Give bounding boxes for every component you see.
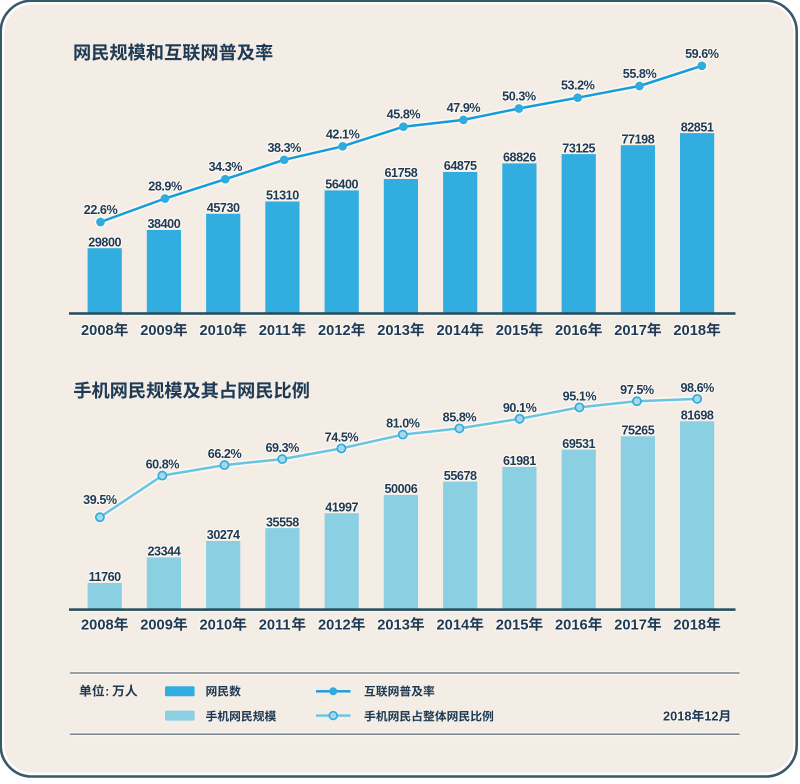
svg-text:95.1%: 95.1% (563, 389, 597, 403)
svg-text:55678: 55678 (444, 469, 477, 483)
svg-text:60.8%: 60.8% (146, 458, 180, 472)
svg-text:2018: 2018 (673, 618, 706, 634)
svg-text:2011: 2011 (259, 618, 291, 634)
svg-text:64875: 64875 (444, 159, 477, 173)
svg-text:23344: 23344 (148, 545, 181, 559)
svg-text:74.5%: 74.5% (325, 430, 359, 444)
svg-text:2014: 2014 (437, 618, 471, 634)
svg-text:2017: 2017 (614, 618, 647, 634)
svg-text:75265: 75265 (622, 424, 655, 438)
svg-text:77198: 77198 (622, 132, 655, 146)
svg-text:12: 12 (704, 709, 718, 724)
svg-text:51310: 51310 (266, 189, 299, 203)
svg-text:2013: 2013 (377, 618, 410, 634)
svg-text:35558: 35558 (266, 515, 299, 529)
svg-text:45730: 45730 (207, 201, 240, 215)
svg-text:2018: 2018 (663, 709, 691, 724)
svg-text:50006: 50006 (385, 482, 418, 496)
svg-text:50.3%: 50.3% (502, 90, 536, 104)
svg-text:47.9%: 47.9% (447, 101, 481, 115)
svg-text:42.1%: 42.1% (326, 127, 360, 141)
svg-text:22.6%: 22.6% (84, 203, 118, 217)
svg-text:2015: 2015 (496, 323, 529, 339)
svg-text:56400: 56400 (325, 178, 358, 192)
svg-text:2008: 2008 (81, 323, 114, 339)
svg-text:2017: 2017 (614, 323, 647, 339)
svg-text:2011: 2011 (259, 323, 291, 339)
svg-text:81.0%: 81.0% (386, 417, 420, 431)
svg-text:39.5%: 39.5% (83, 493, 117, 507)
svg-text:59.6%: 59.6% (685, 47, 719, 61)
svg-text:2008: 2008 (81, 618, 114, 634)
svg-text:34.3%: 34.3% (209, 160, 243, 174)
svg-text:2015: 2015 (496, 618, 529, 634)
svg-text:61758: 61758 (385, 166, 418, 180)
svg-text:45.8%: 45.8% (387, 108, 421, 122)
svg-text:2013: 2013 (377, 323, 410, 339)
svg-text:30274: 30274 (207, 528, 240, 542)
svg-text:2018: 2018 (673, 323, 706, 339)
svg-text:38400: 38400 (148, 217, 181, 231)
svg-text:2010: 2010 (200, 618, 233, 634)
svg-text:2016: 2016 (555, 323, 588, 339)
svg-text:85.8%: 85.8% (443, 410, 477, 424)
svg-text:55.8%: 55.8% (623, 67, 657, 81)
svg-text:90.1%: 90.1% (503, 401, 537, 415)
svg-text:66.2%: 66.2% (208, 447, 242, 461)
svg-text:28.9%: 28.9% (148, 180, 182, 194)
svg-text:2009: 2009 (140, 323, 173, 339)
svg-text:2012: 2012 (318, 618, 351, 634)
svg-text::: : (105, 684, 109, 699)
svg-text:2014: 2014 (437, 323, 471, 339)
svg-text:2016: 2016 (555, 618, 588, 634)
svg-text:2009: 2009 (140, 618, 173, 634)
svg-text:41997: 41997 (325, 500, 358, 514)
svg-text:68826: 68826 (503, 151, 536, 165)
svg-text:38.3%: 38.3% (267, 141, 301, 155)
svg-text:61981: 61981 (503, 454, 536, 468)
svg-text:97.5%: 97.5% (620, 383, 654, 397)
svg-text:82851: 82851 (681, 120, 714, 134)
svg-text:53.2%: 53.2% (561, 79, 595, 93)
svg-text:11760: 11760 (89, 570, 122, 584)
svg-text:29800: 29800 (88, 235, 121, 249)
svg-text:69531: 69531 (562, 437, 595, 451)
svg-text:73125: 73125 (562, 141, 595, 155)
svg-text:69.3%: 69.3% (265, 441, 299, 455)
svg-text:2010: 2010 (200, 323, 233, 339)
svg-text:98.6%: 98.6% (680, 381, 714, 395)
svg-text:81698: 81698 (681, 409, 714, 423)
svg-text:2012: 2012 (318, 323, 351, 339)
